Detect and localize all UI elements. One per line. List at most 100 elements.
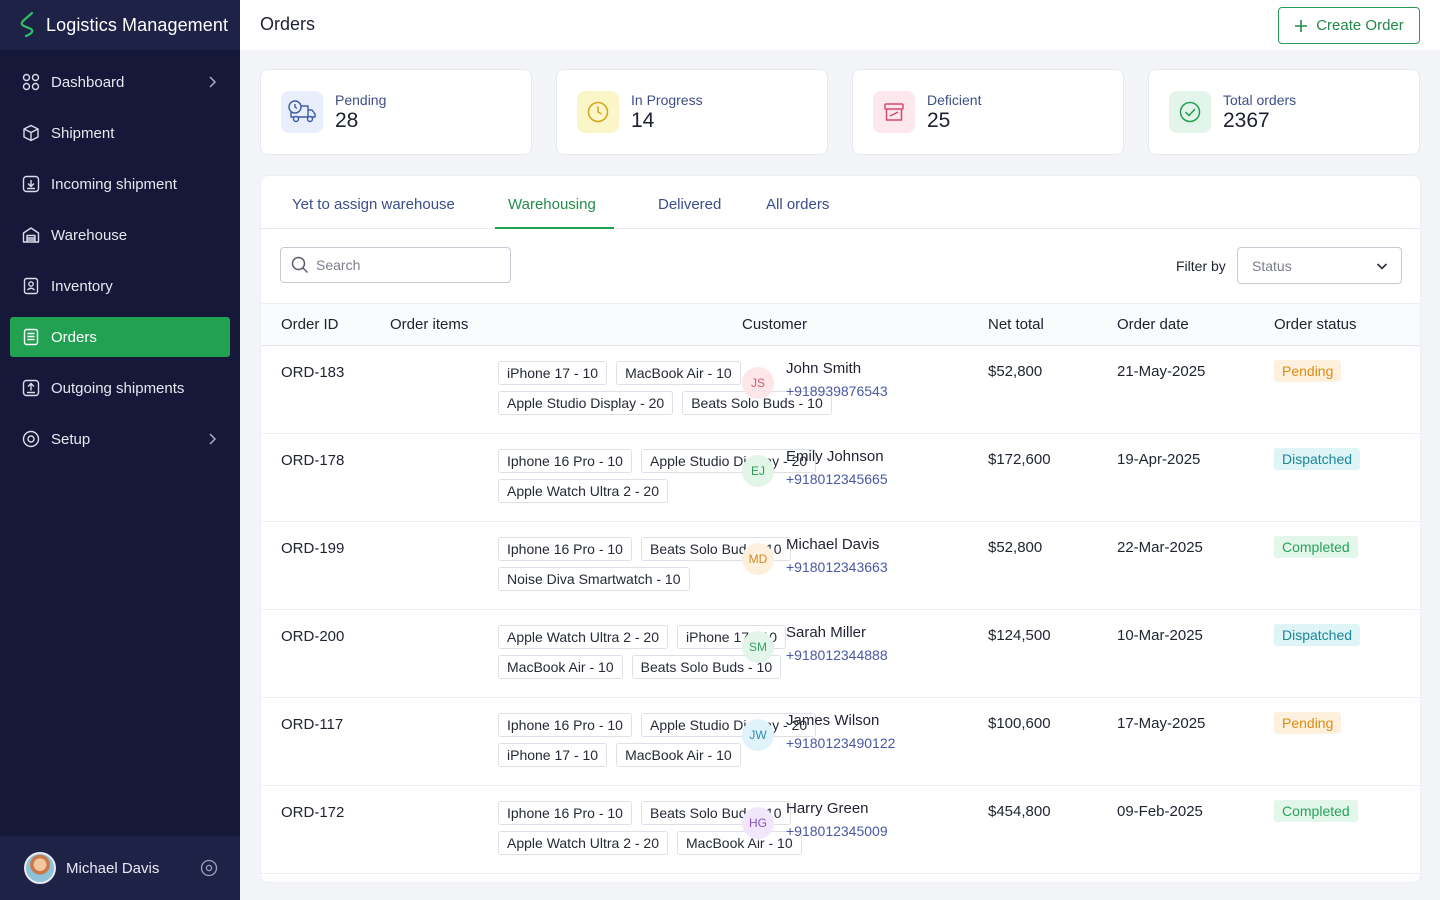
sidebar-item-warehouse[interactable]: Warehouse <box>10 215 230 255</box>
sidebar-item-shipment[interactable]: Shipment <box>10 113 230 153</box>
create-order-label: Create Order <box>1316 17 1404 34</box>
order-status-cell: Completed <box>1274 521 1420 610</box>
customer-initials-avatar: EJ <box>742 455 774 487</box>
customer-name: Sarah Miller <box>786 624 867 641</box>
order-status-cell: Dispatched <box>1274 433 1420 522</box>
customer-initials-avatar: SM <box>742 631 774 663</box>
customer-phone[interactable]: +9180123490122 <box>786 735 896 751</box>
order-items-cell: Iphone 16 Pro - 10 Apple Studio Display -… <box>370 433 817 522</box>
customer-phone[interactable]: +918012343663 <box>786 559 888 575</box>
customer-phone[interactable]: +918012345665 <box>786 471 888 487</box>
order-item-chip: iPhone 17 - 10 <box>498 743 608 767</box>
order-item-chip: MacBook Air - 10 <box>677 831 802 855</box>
net-total: $454,800 <box>988 785 1117 874</box>
search-box[interactable] <box>280 247 511 283</box>
column-header[interactable]: Order status <box>1274 303 1420 346</box>
order-status-cell: Completed <box>1274 785 1420 874</box>
column-header[interactable]: Net total <box>988 303 1117 346</box>
order-id[interactable]: ORD-200 <box>261 609 370 698</box>
stat-label: Total orders <box>1223 91 1297 108</box>
stat-card-total-orders[interactable]: Total orders 2367 <box>1148 69 1420 155</box>
order-date: 17-May-2025 <box>1117 697 1274 786</box>
clock-icon <box>577 91 619 133</box>
search-input[interactable] <box>316 257 496 273</box>
order-items: Iphone 16 Pro - 10 Apple Studio Display -… <box>498 713 838 767</box>
order-id[interactable]: ORD-117 <box>261 697 370 786</box>
order-date: 09-Feb-2025 <box>1117 785 1274 874</box>
customer-name: Michael Davis <box>786 536 880 553</box>
warehouse-icon <box>22 226 40 244</box>
status-badge: Dispatched <box>1274 624 1361 646</box>
table-row[interactable]: ORD-117 Iphone 16 Pro - 10 Apple Studio D… <box>261 697 1420 786</box>
avatar <box>24 852 56 884</box>
sidebar-item-orders[interactable]: Orders <box>10 317 230 357</box>
table-row[interactable]: ORD-200 Apple Watch Ultra 2 - 20 iPhone 1… <box>261 609 1420 698</box>
sidebar-item-label: Outgoing shipments <box>51 379 185 397</box>
column-header[interactable]: Order ID <box>261 303 370 346</box>
column-header[interactable]: Order date <box>1117 303 1274 346</box>
customer-phone[interactable]: +918012345009 <box>786 823 888 839</box>
sidebar: Logistics Management Dashboard Shipment … <box>0 0 240 900</box>
plus-icon <box>1295 19 1308 32</box>
stat-card-pending[interactable]: Pending 28 <box>260 69 532 155</box>
brand[interactable]: Logistics Management <box>0 0 240 50</box>
order-item-chip: Iphone 16 Pro - 10 <box>498 801 632 825</box>
column-header[interactable]: Customer <box>742 303 988 346</box>
outbox-upload-icon <box>22 379 40 397</box>
order-id[interactable]: ORD-172 <box>261 785 370 874</box>
filter-label: Filter by <box>1176 258 1226 274</box>
order-date: 19-Apr-2025 <box>1117 433 1274 522</box>
order-item-chip: Noise Diva Smartwatch - 10 <box>498 567 690 591</box>
column-header[interactable]: Order items <box>370 303 742 346</box>
tab-warehousing[interactable]: Warehousing <box>495 176 614 229</box>
stat-card-in-progress[interactable]: In Progress 14 <box>556 69 828 155</box>
customer-phone[interactable]: +918012344888 <box>786 647 888 663</box>
sidebar-item-inventory[interactable]: Inventory <box>10 266 230 306</box>
customer-cell: SM Sarah Miller +918012344888 <box>742 609 988 698</box>
create-order-button[interactable]: Create Order <box>1278 7 1420 44</box>
customer-cell: JW James Wilson +9180123490122 <box>742 697 988 786</box>
setup-gear-icon <box>22 430 40 448</box>
order-id[interactable]: ORD-199 <box>261 521 370 610</box>
stat-card-deficient[interactable]: Deficient 25 <box>852 69 1124 155</box>
table-row[interactable]: ORD-199 Iphone 16 Pro - 10 Beats Solo Bud… <box>261 521 1420 610</box>
status-filter-value: Status <box>1252 257 1292 274</box>
table-row[interactable]: ORD-183 iPhone 17 - 10 MacBook Air - 10 Ap… <box>261 345 1420 434</box>
sidebar-item-label: Warehouse <box>51 226 128 244</box>
archive-box-icon <box>873 91 915 133</box>
stat-value: 14 <box>631 108 655 132</box>
check-circle-icon <box>1169 91 1211 133</box>
user-profile[interactable]: Michael Davis <box>0 836 240 900</box>
order-id[interactable]: ORD-183 <box>261 345 370 434</box>
sidebar-item-setup[interactable]: Setup <box>10 419 230 459</box>
top-bar: Orders Create Order <box>240 0 1440 50</box>
sidebar-item-dashboard[interactable]: Dashboard <box>10 62 230 102</box>
sidebar-item-label: Shipment <box>51 124 115 142</box>
sidebar-item-label: Setup <box>51 430 91 448</box>
table-row[interactable]: ORD-178 Iphone 16 Pro - 10 Apple Studio D… <box>261 433 1420 522</box>
order-items-cell: iPhone 17 - 10 MacBook Air - 10 Apple Stud… <box>370 345 832 434</box>
order-item-chip: Iphone 16 Pro - 10 <box>498 449 632 473</box>
order-items: Iphone 16 Pro - 10 Apple Studio Display -… <box>498 449 838 503</box>
net-total: $52,800 <box>988 345 1117 434</box>
table-row[interactable]: ORD-172 Iphone 16 Pro - 10 Beats Solo Bud… <box>261 785 1420 874</box>
orders-panel: Yet to assign warehouse Warehousing Deli… <box>260 175 1421 883</box>
sidebar-item-incoming-shipment[interactable]: Incoming shipment <box>10 164 230 204</box>
order-items-cell: Iphone 16 Pro - 10 Apple Studio Display -… <box>370 697 817 786</box>
status-badge: Completed <box>1274 536 1358 558</box>
order-id[interactable]: ORD-178 <box>261 433 370 522</box>
order-item-chip: Iphone 16 Pro - 10 <box>498 713 632 737</box>
order-item-chip: iPhone 17 - 10 <box>498 361 608 385</box>
tab-delivered[interactable]: Delivered <box>658 196 722 213</box>
tab-all-orders[interactable]: All orders <box>766 196 830 213</box>
sidebar-item-outgoing-shipments[interactable]: Outgoing shipments <box>10 368 230 408</box>
stat-label: Deficient <box>927 91 982 108</box>
order-item-chip: MacBook Air - 10 <box>616 361 741 385</box>
tab-yet-to-assign-warehouse[interactable]: Yet to assign warehouse <box>292 196 455 213</box>
settings-icon[interactable] <box>200 859 218 877</box>
customer-phone[interactable]: +918939876543 <box>786 383 888 399</box>
customer-name: James Wilson <box>786 712 880 729</box>
status-filter-select[interactable]: Status <box>1237 247 1402 284</box>
box-icon <box>22 124 40 142</box>
sidebar-item-label: Inventory <box>51 277 113 295</box>
